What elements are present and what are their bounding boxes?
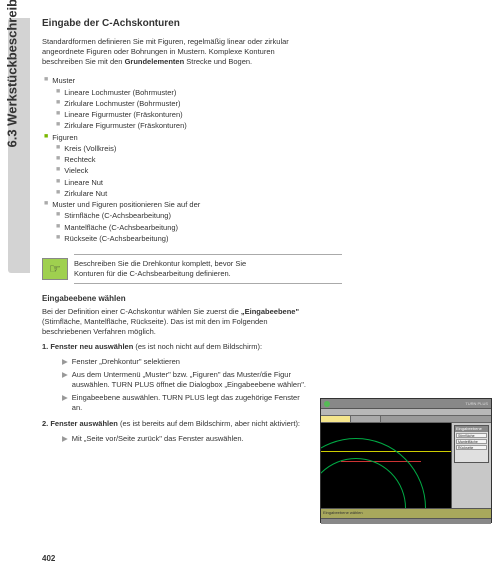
list-item: ■Lineare Lochmuster (Bohrmuster) — [56, 87, 490, 98]
list-item: ■Figuren — [44, 132, 490, 143]
list-item: ■Muster — [44, 75, 490, 86]
screenshot-tabbar — [321, 416, 491, 423]
bullet-icon: ■ — [44, 199, 48, 210]
step-heading: 1. Fenster neu auswählen (es ist noch ni… — [42, 342, 307, 352]
list-item: ■Rechteck — [56, 154, 490, 165]
bullet-icon: ■ — [56, 222, 60, 233]
intro-paragraph: Standardformen definieren Sie mit Figure… — [42, 37, 312, 67]
bullet-icon: ■ — [56, 109, 60, 120]
list-item: ▶Aus dem Untermenü „Muster" bzw. „Figure… — [62, 370, 312, 391]
bullet-icon: ■ — [44, 75, 48, 86]
dialog-option: Rückseite — [456, 445, 487, 450]
callout-text: Beschreiben Sie die Drehkontur komplett,… — [74, 254, 342, 284]
main-list: ■Muster ■Lineare Lochmuster (Bohrmuster)… — [44, 75, 490, 244]
bullet-icon: ■ — [56, 98, 60, 109]
step-heading: 2. Fenster auswählen (es ist bereits auf… — [42, 419, 307, 429]
list-item: ■Stirnfläche (C-Achsbearbeitung) — [56, 210, 490, 221]
bullet-icon: ■ — [44, 132, 48, 143]
screenshot-tab — [321, 416, 351, 422]
dialog-option: Stirnfläche — [456, 433, 487, 438]
page-title: Eingabe der C-Achskonturen — [42, 18, 490, 29]
main-content: Eingabe der C-Achskonturen Standardforme… — [42, 0, 500, 444]
screenshot-title: TURN PLUS — [465, 401, 488, 406]
dialog-box: Eingabeebene Stirnfläche Mantelfläche Rü… — [454, 425, 489, 463]
list-item: ■Zirkulare Figurmuster (Fräskonturen) — [56, 120, 490, 131]
status-icon — [324, 401, 330, 407]
screenshot-footer — [321, 518, 491, 524]
bullet-icon: ■ — [56, 87, 60, 98]
list-item: ■Zirkulare Nut — [56, 188, 490, 199]
dialog-option: Mantelfläche — [456, 439, 487, 444]
bullet-icon: ■ — [56, 154, 60, 165]
list-item: ▶Eingabeebene auswählen. TURN PLUS legt … — [62, 393, 312, 414]
triangle-icon: ▶ — [62, 393, 68, 414]
pointing-hand-icon: ☞ — [42, 258, 68, 280]
list-item: ■Rückseite (C-Achsbearbeitung) — [56, 233, 490, 244]
bullet-icon: ■ — [56, 120, 60, 131]
list-item: ■Kreis (Vollkreis) — [56, 143, 490, 154]
screenshot-menubar — [321, 409, 491, 416]
bullet-icon: ■ — [56, 143, 60, 154]
bullet-icon: ■ — [56, 177, 60, 188]
screenshot-panel: Eingabeebene Stirnfläche Mantelfläche Rü… — [451, 423, 491, 508]
screenshot-canvas — [321, 423, 451, 508]
screenshot-titlebar: TURN PLUS — [321, 399, 491, 409]
list-item: ■Lineare Figurmuster (Fräskonturen) — [56, 109, 490, 120]
list-item: ▶Fenster „Drehkontur" selektieren — [62, 357, 312, 368]
section-number-title: 6.3 Werkstückbeschreibung — [5, 0, 20, 148]
paragraph: Bei der Definition einer C-Achskontur wä… — [42, 307, 307, 337]
bullet-icon: ■ — [56, 188, 60, 199]
page-number: 402 — [42, 554, 55, 563]
list-item: ■Mantelfläche (C-Achsbearbeitung) — [56, 222, 490, 233]
triangle-icon: ▶ — [62, 357, 68, 368]
bullet-icon: ■ — [56, 233, 60, 244]
section-heading: Eingabeebene wählen — [42, 294, 490, 303]
software-screenshot: TURN PLUS Eingabeebene Stirnfläche Mante… — [320, 398, 492, 523]
bullet-icon: ■ — [56, 210, 60, 221]
list-item: ■Lineare Nut — [56, 177, 490, 188]
dialog-body: Stirnfläche Mantelfläche Rückseite — [455, 432, 488, 452]
list-item: ■Muster und Figuren positionieren Sie au… — [44, 199, 490, 210]
list-item: ■Zirkulare Lochmuster (Bohrmuster) — [56, 98, 490, 109]
bullet-icon: ■ — [56, 165, 60, 176]
callout-box: ☞ Beschreiben Sie die Drehkontur komplet… — [42, 254, 342, 284]
triangle-icon: ▶ — [62, 370, 68, 391]
screenshot-tab — [351, 416, 381, 422]
screenshot-body: Eingabeebene Stirnfläche Mantelfläche Rü… — [321, 423, 491, 508]
screenshot-statusbar: Eingabeebene wählen — [321, 508, 491, 518]
triangle-icon: ▶ — [62, 434, 68, 445]
list-item: ■Vieleck — [56, 165, 490, 176]
list-item: ▶Mit „Seite vor/Seite zurück" das Fenste… — [62, 434, 312, 445]
